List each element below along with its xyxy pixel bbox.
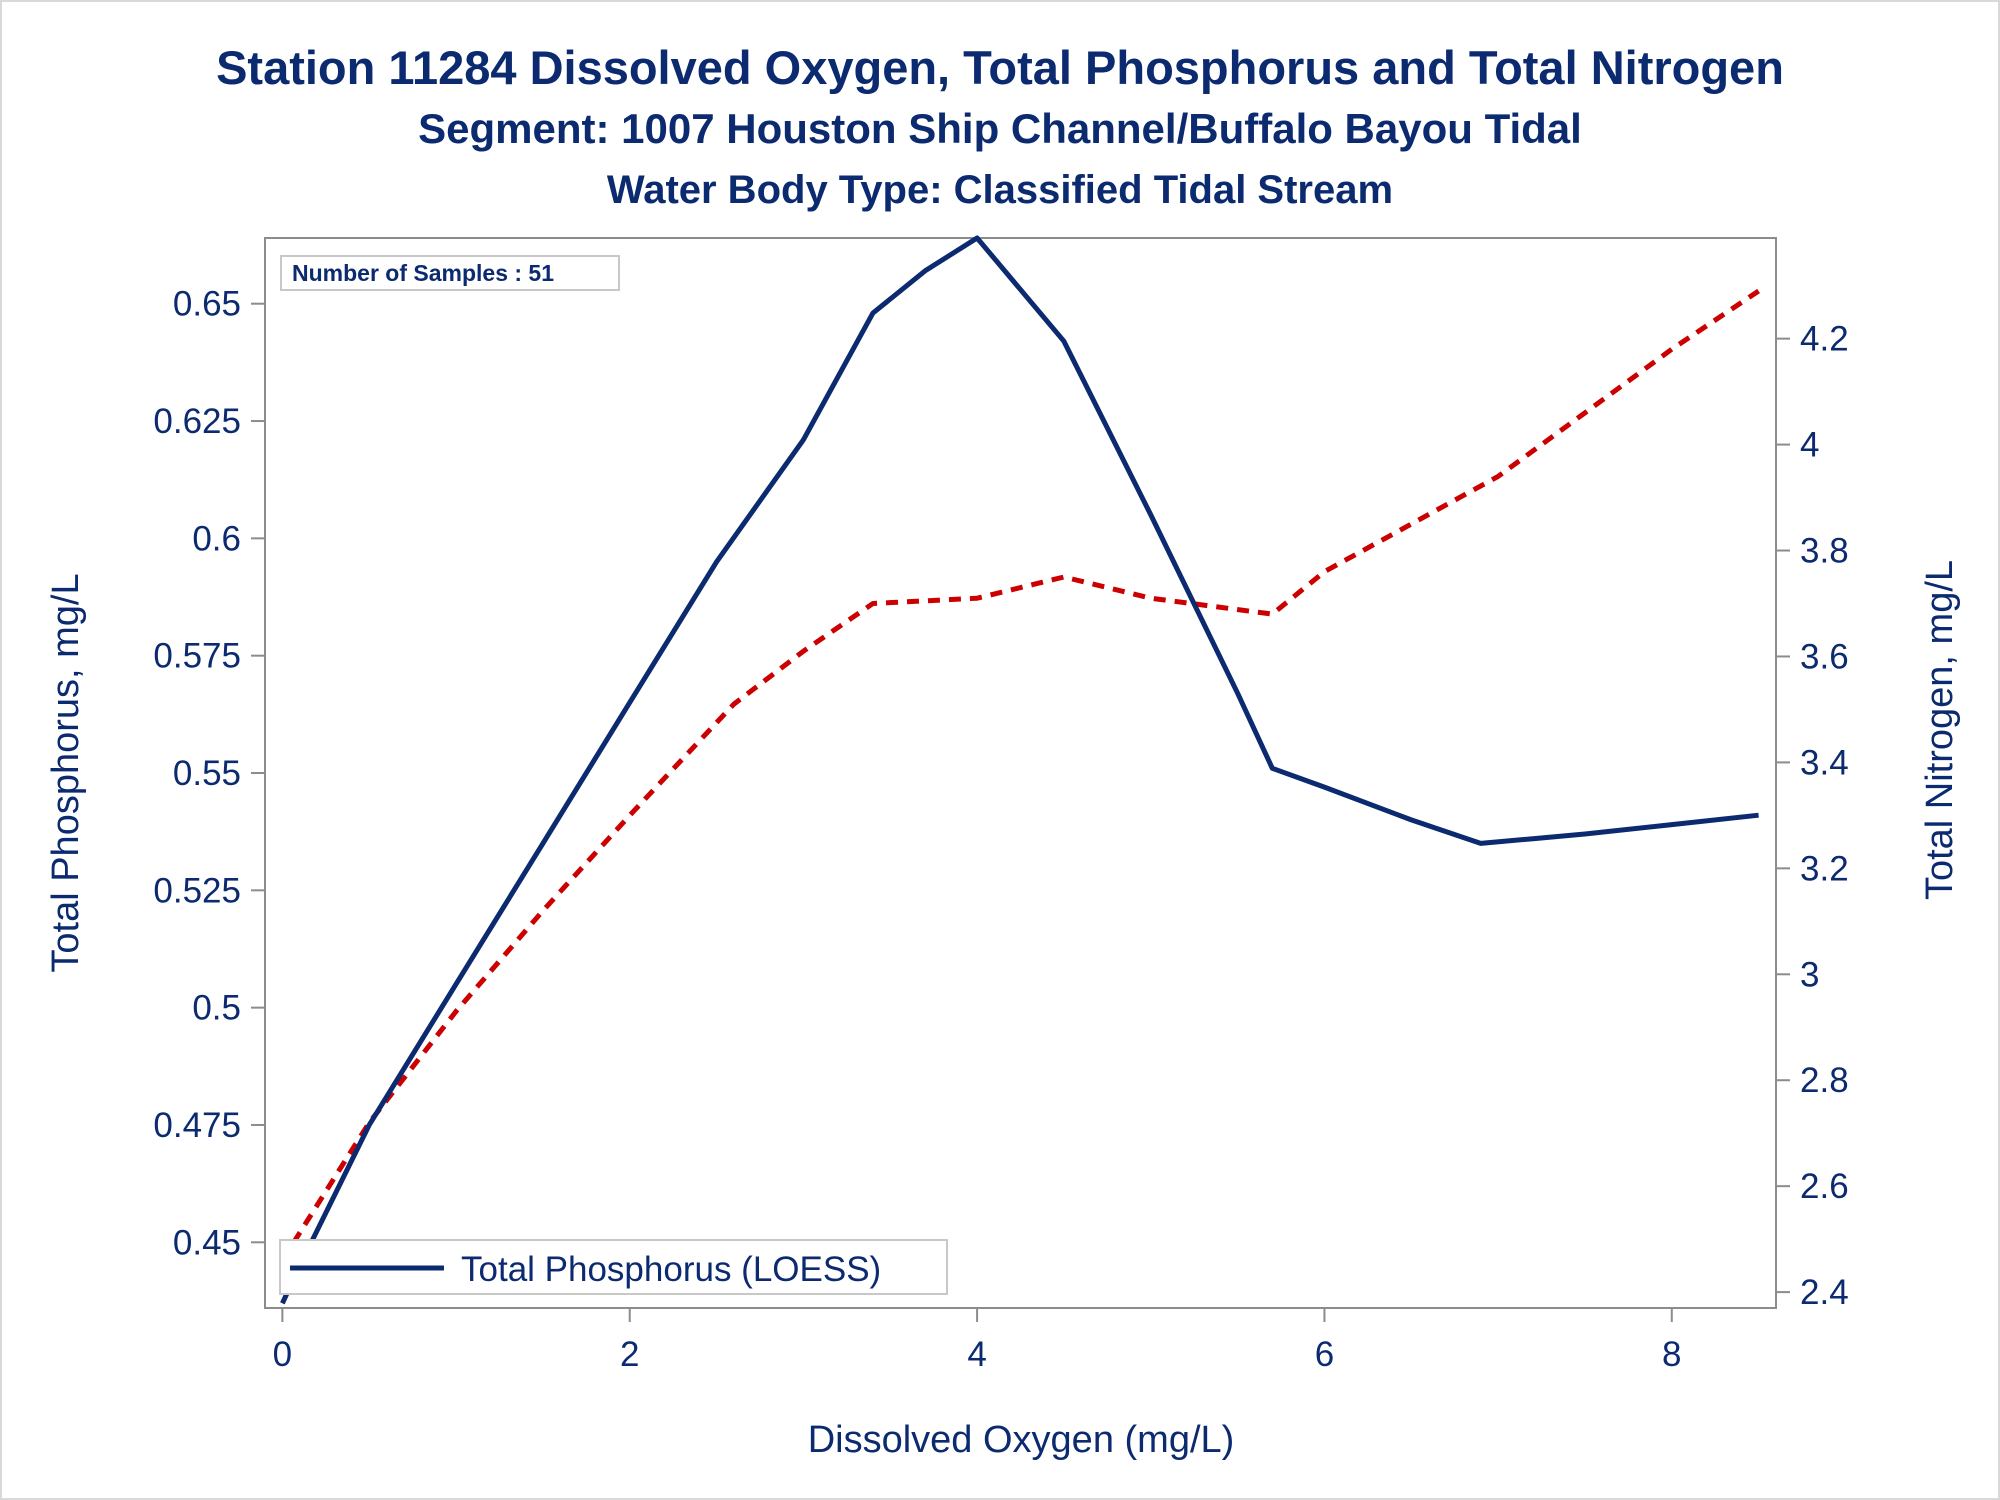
chart-subtitle-waterbody: Water Body Type: Classified Tidal Stream [606, 168, 1394, 212]
y2-tick-label: 3.2 [1800, 849, 1849, 888]
x-tick-label: 4 [967, 1335, 986, 1374]
y2-tick-label: 4 [1800, 426, 1819, 465]
y-tick-label: 0.525 [153, 871, 241, 910]
y2-tick-label: 2.8 [1800, 1061, 1849, 1100]
y-tick-label: 0.5 [192, 989, 241, 1028]
legend-label-phosphorus: Total Phosphorus (LOESS) [461, 1250, 881, 1289]
series-line-total-phosphorus [280, 235, 1759, 1305]
x-tick-label: 0 [273, 1335, 292, 1374]
y2-tick-label: 3.8 [1800, 532, 1849, 571]
y-tick-label: 0.6 [192, 519, 241, 558]
x-tick-label: 6 [1315, 1335, 1334, 1374]
y-tick-label: 0.65 [173, 285, 241, 324]
y-tick-label: 0.625 [153, 402, 241, 441]
plot-area [264, 237, 1777, 1309]
series-line-total-nitrogen [280, 288, 1760, 1262]
annotation-box: Number of Samples : 51 [280, 255, 620, 291]
x-tick-label: 2 [620, 1335, 639, 1374]
y-tick-label: 0.55 [173, 754, 241, 793]
chart-subtitle-segment: Segment: 1007 Houston Ship Channel/Buffa… [418, 105, 1582, 152]
y2-tick-label: 2.6 [1800, 1167, 1849, 1206]
axes-layer: 0 2 4 6 8 0.45 0.475 0.5 0.525 0.55 0.575 0.6 0.625 0… [153, 285, 1848, 1374]
y-axis-label-right: Total Nitrogen, mg/L [1919, 560, 1961, 900]
y2-tick-label: 3.4 [1800, 743, 1849, 782]
y2-tick-label: 2.4 [1800, 1273, 1849, 1312]
y-tick-label: 0.475 [153, 1106, 241, 1145]
y-tick-label: 0.575 [153, 637, 241, 676]
y-tick-label: 0.45 [173, 1223, 241, 1262]
x-tick-label: 8 [1662, 1335, 1681, 1374]
y2-tick-label: 4.2 [1800, 320, 1849, 359]
y-axis-label-left: Total Phosphorus, mg/L [45, 573, 87, 972]
series-layer [280, 235, 1760, 1305]
x-axis-label: Dissolved Oxygen (mg/L) [808, 1419, 1235, 1461]
chart-title: Station 11284 Dissolved Oxygen, Total Ph… [216, 41, 1784, 94]
y2-tick-label: 3.6 [1800, 637, 1849, 676]
legend: Total Phosphorus (LOESS) [279, 1239, 948, 1295]
y2-tick-label: 3 [1800, 955, 1819, 994]
sample-count-label: Number of Samples : 51 [292, 260, 554, 286]
